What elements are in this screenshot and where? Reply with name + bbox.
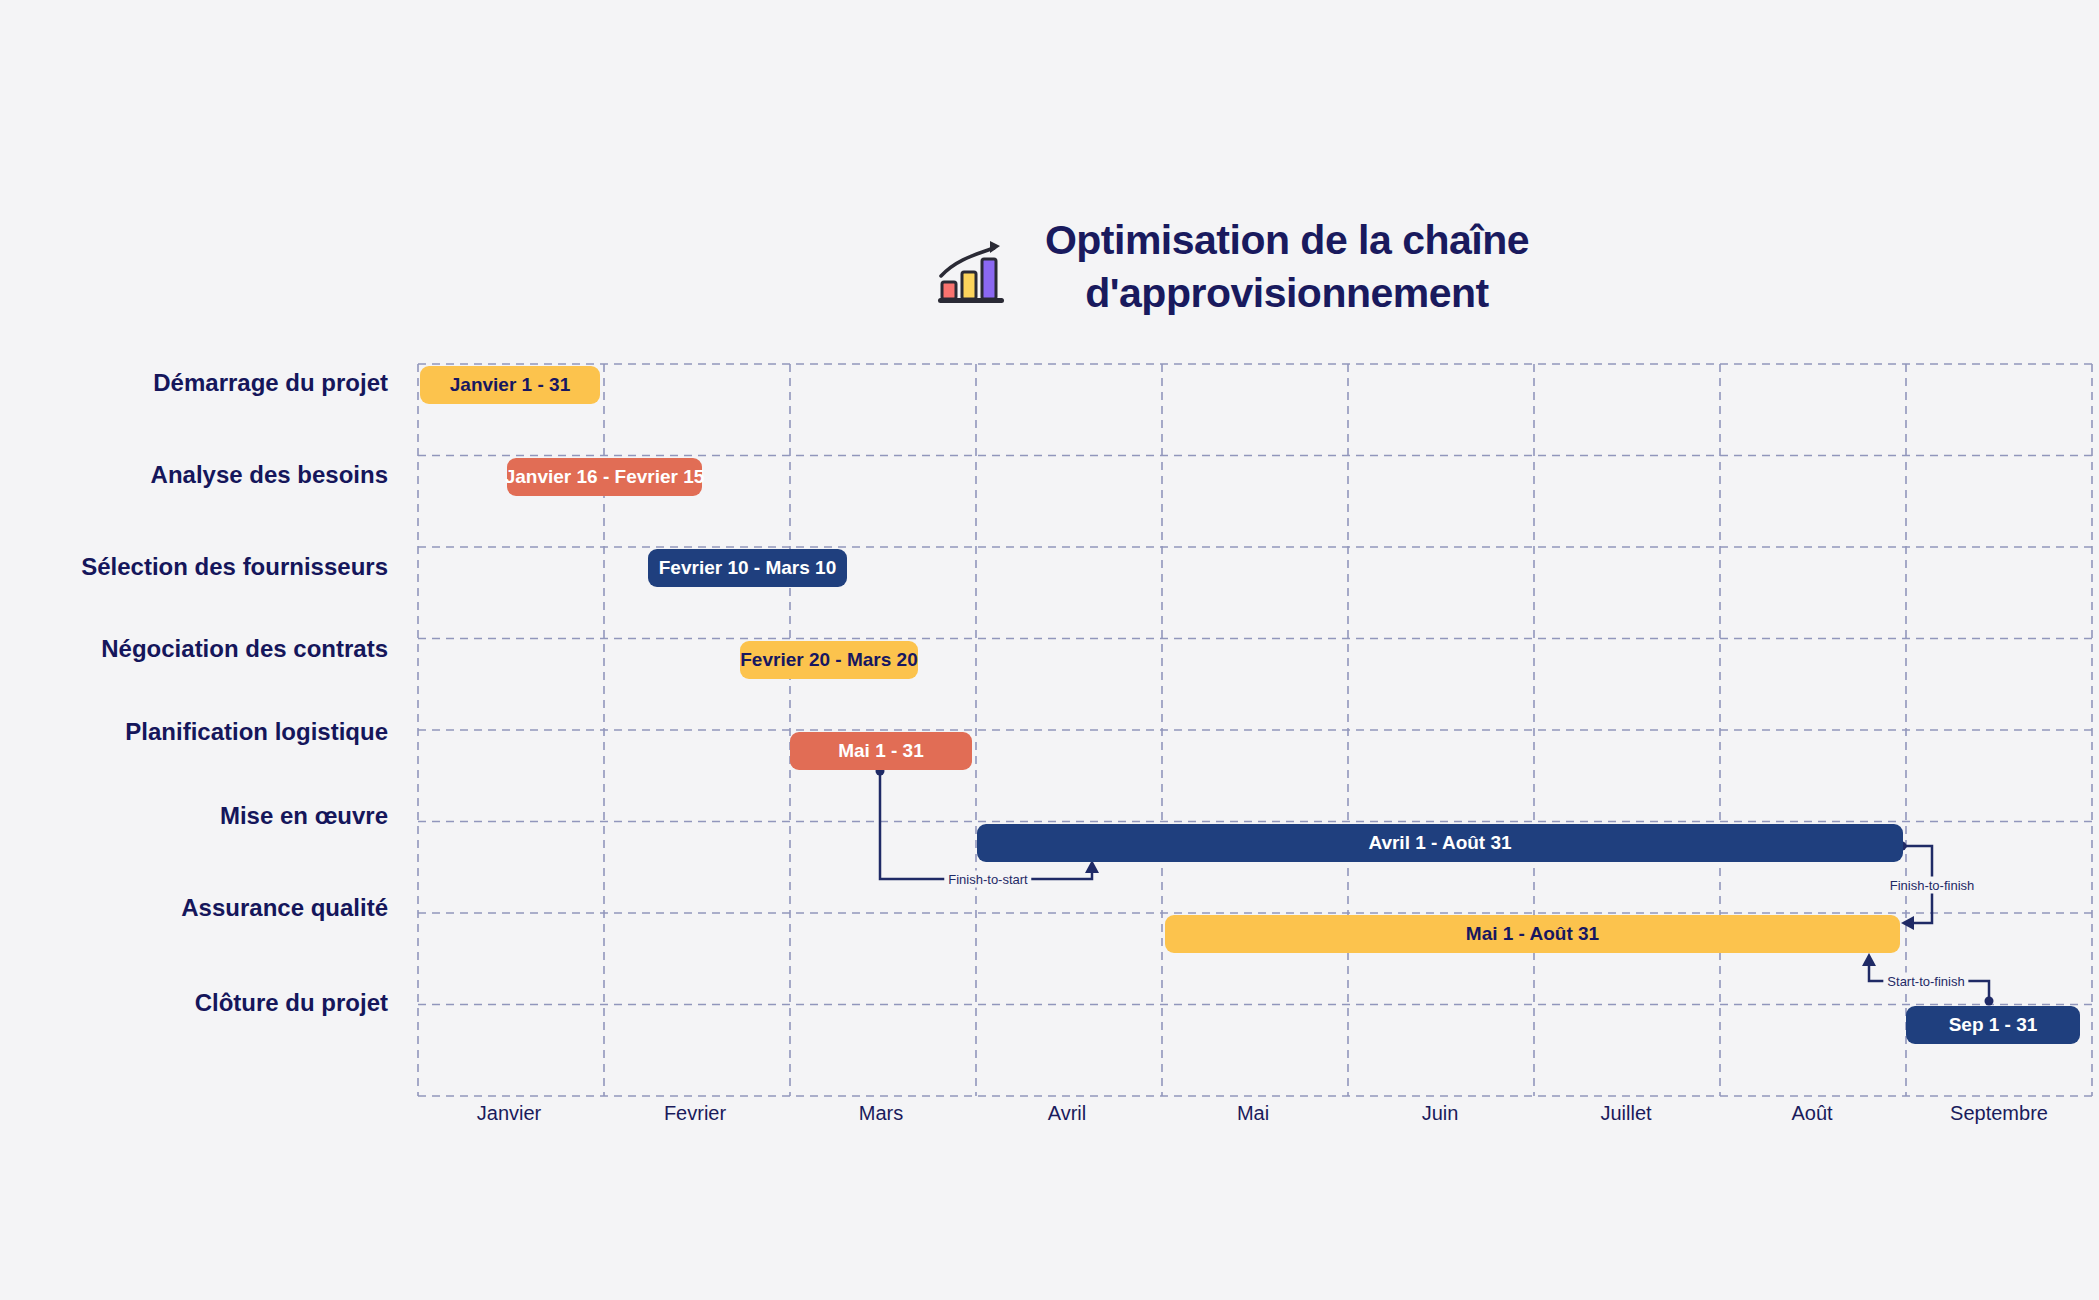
task-label-negociation: Négociation des contrats [101,635,388,663]
bar-date-label: Janvier 16 - Fevrier 15 [505,466,705,488]
axis-month-mai: Mai [1237,1102,1269,1125]
gantt-bar-analyse[interactable]: Janvier 16 - Fevrier 15 [507,458,702,496]
gantt-bar-planification[interactable]: Mai 1 - 31 [790,732,972,770]
axis-month-avril: Avril [1048,1102,1087,1125]
gantt-bar-negociation[interactable]: Fevrier 20 - Mars 20 [740,641,918,679]
task-label-planification: Planification logistique [125,718,388,746]
bar-date-label: Fevrier 10 - Mars 10 [659,557,836,579]
axis-month-aout: Août [1791,1102,1832,1125]
axis-month-mars: Mars [859,1102,903,1125]
task-label-mise-en-oeuvre: Mise en œuvre [220,802,388,830]
axis-month-fevrier: Fevrier [664,1102,726,1125]
task-label-demarrage: Démarrage du projet [153,369,388,397]
connector-label-finish-to-start: Finish-to-start [944,871,1031,888]
bar-date-label: Sep 1 - 31 [1949,1014,2038,1036]
task-label-selection: Sélection des fournisseurs [81,553,388,581]
bar-date-label: Mai 1 - 31 [838,740,924,762]
bar-date-label: Mai 1 - Août 31 [1466,923,1599,945]
gantt-bar-selection[interactable]: Fevrier 10 - Mars 10 [648,549,847,587]
axis-month-janvier: Janvier [477,1102,541,1125]
bar-date-label: Fevrier 20 - Mars 20 [740,649,917,671]
gantt-bar-demarrage[interactable]: Janvier 1 - 31 [420,366,600,404]
bar-date-label: Janvier 1 - 31 [450,374,570,396]
task-label-assurance: Assurance qualité [181,894,388,922]
task-label-analyse: Analyse des besoins [151,461,388,489]
gantt-bar-mise-en-oeuvre[interactable]: Avril 1 - Août 31 [977,824,1903,862]
gantt-chart-canvas: Optimisation de la chaîne d'approvisionn… [0,0,2099,1300]
connector-label-finish-to-finish: Finish-to-finish [1886,877,1979,894]
connector-label-start-to-finish: Start-to-finish [1883,973,1968,990]
task-label-cloture: Clôture du projet [195,989,388,1017]
bar-date-label: Avril 1 - Août 31 [1368,832,1511,854]
axis-month-juin: Juin [1422,1102,1459,1125]
axis-month-septembre: Septembre [1950,1102,2048,1125]
axis-month-juillet: Juillet [1600,1102,1651,1125]
gantt-bar-cloture[interactable]: Sep 1 - 31 [1906,1006,2080,1044]
gantt-bar-assurance[interactable]: Mai 1 - Août 31 [1165,915,1900,953]
connector-finish-to-start [876,767,1100,880]
